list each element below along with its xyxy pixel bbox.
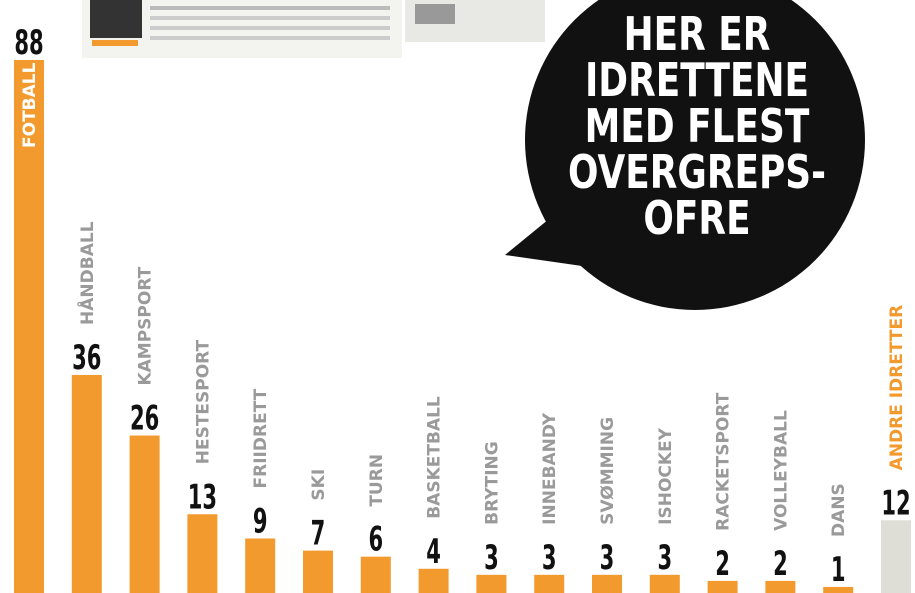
speech-bubble	[505, 0, 865, 310]
bar	[592, 574, 622, 593]
value-label: 26	[130, 398, 159, 438]
category-label: BRYTING	[482, 441, 502, 525]
newspaper-clipping	[82, 0, 545, 58]
bar	[245, 538, 276, 593]
bar	[129, 435, 160, 593]
value-label: 7	[311, 513, 326, 553]
category-label: ANDRE IDRETTER	[887, 305, 907, 471]
bar	[765, 580, 796, 593]
value-label: 88	[14, 23, 43, 63]
bubble-title: OFRE	[643, 192, 750, 246]
value-label: 2	[773, 544, 788, 584]
bar	[360, 556, 391, 593]
value-label: 2	[715, 544, 730, 584]
value-label: 36	[72, 338, 101, 378]
bubble-title: HER ER	[624, 8, 771, 62]
bar	[187, 514, 218, 593]
category-label: KAMPSPORT	[136, 266, 156, 385]
bar	[476, 574, 507, 593]
bar	[534, 574, 565, 593]
value-label: 9	[253, 501, 268, 541]
bar	[649, 574, 680, 593]
value-label: 1	[831, 550, 846, 590]
category-label: FOTBALL	[20, 62, 40, 148]
category-label: SVØMMING	[598, 417, 618, 525]
bar	[707, 580, 738, 593]
category-label: BASKETBALL	[425, 396, 445, 519]
category-label: ISHOCKEY	[656, 427, 676, 525]
bar	[418, 568, 449, 593]
category-label: RACKETSPORT	[714, 392, 734, 531]
value-label: 4	[426, 532, 441, 572]
bubble-title: MED FLEST	[585, 100, 810, 154]
bar	[14, 60, 44, 593]
bar	[881, 520, 911, 593]
category-label: FRIIDRETT	[251, 388, 271, 488]
category-label: HÅNDBALL	[75, 221, 98, 325]
value-label: 12	[881, 483, 910, 523]
category-label: INNEBANDY	[540, 412, 560, 525]
value-label: 3	[542, 538, 557, 578]
category-label: VOLLEYBALL	[771, 410, 791, 531]
category-label: TURN	[367, 454, 387, 507]
bubble-title: IDRETTENE	[585, 54, 809, 108]
bar	[303, 550, 333, 593]
value-label: 3	[600, 538, 615, 578]
value-label: 6	[368, 519, 383, 559]
bubble-title: OVERGREPS-	[568, 146, 826, 200]
category-label: HESTESPORT	[193, 339, 213, 464]
value-label: 13	[188, 477, 217, 517]
category-label: SKI	[309, 469, 329, 501]
bar	[71, 374, 102, 593]
value-label: 3	[484, 538, 499, 578]
value-label: 3	[657, 538, 672, 578]
bar	[823, 586, 854, 593]
category-label: DANS	[829, 483, 849, 537]
